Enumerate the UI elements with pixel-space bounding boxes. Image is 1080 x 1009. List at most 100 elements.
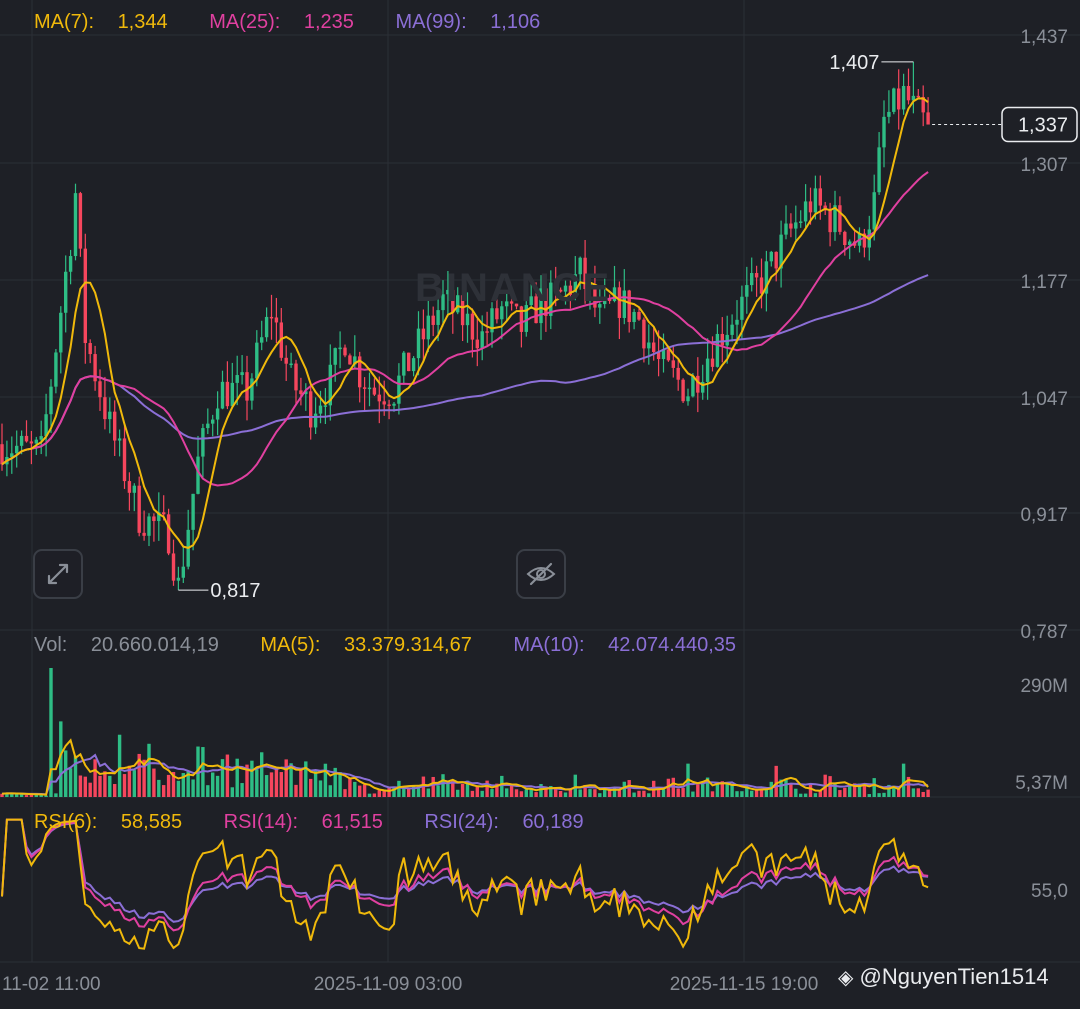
- volume-bar: [872, 778, 876, 797]
- volume-bar: [186, 771, 190, 797]
- candle-body: [215, 408, 220, 420]
- volume-bar: [206, 785, 210, 797]
- price-tick-label: 1,177: [1020, 272, 1068, 293]
- candle-body: [274, 317, 279, 323]
- candle-body: [612, 287, 617, 302]
- volume-bar: [838, 790, 842, 797]
- candle-body: [201, 428, 205, 457]
- time-axis-label: 11-02 11:00: [2, 974, 101, 995]
- volume-bar: [24, 795, 29, 797]
- candle-body: [426, 315, 430, 340]
- volume-bar: [127, 765, 132, 797]
- volume-bar: [603, 788, 607, 797]
- candle-body: [578, 257, 582, 275]
- volume-bar: [176, 780, 181, 797]
- volume-bar: [485, 780, 489, 797]
- volume-bar: [475, 786, 479, 797]
- volume-bar: [10, 793, 14, 797]
- volume-bar: [269, 772, 274, 797]
- candle-body: [642, 319, 646, 349]
- candle-body: [196, 456, 200, 494]
- candle-body: [397, 375, 401, 404]
- candle-body: [843, 231, 847, 245]
- candle-body: [402, 352, 406, 376]
- volume-bar: [441, 774, 445, 797]
- candle-body: [803, 201, 808, 222]
- candle-body: [255, 342, 259, 379]
- candle-body: [794, 222, 798, 229]
- volume-bar: [5, 793, 9, 797]
- volume-bar: [656, 789, 661, 797]
- expand-button[interactable]: [33, 549, 83, 599]
- candle-body: [603, 297, 607, 305]
- volume-bar: [348, 778, 352, 797]
- volume-bar: [544, 789, 548, 797]
- candle-body: [176, 577, 181, 581]
- candle-body: [78, 193, 83, 249]
- volume-bar: [505, 788, 509, 797]
- volume-bar: [554, 789, 558, 797]
- candle-body: [323, 405, 328, 407]
- candle-body: [108, 411, 112, 420]
- volume-bar: [152, 768, 156, 797]
- candle-body: [83, 248, 87, 344]
- volume-bar: [377, 790, 381, 797]
- volume-bar: [632, 792, 636, 797]
- candle-body: [353, 356, 357, 365]
- candle-body: [15, 445, 19, 454]
- rsi-tick-label: 55,0: [1031, 881, 1068, 902]
- candle-body: [710, 358, 715, 367]
- hide-indicators-button[interactable]: [516, 549, 566, 599]
- volume-bar: [529, 789, 533, 797]
- volume-bar: [696, 784, 700, 797]
- volume-bar: [710, 791, 715, 797]
- volume-bar: [789, 783, 793, 797]
- legend-ma7: MA(7): 1,344: [34, 11, 168, 33]
- binance-logo-icon: ◈: [838, 967, 854, 989]
- candle-body: [696, 375, 700, 393]
- candle-body: [338, 347, 342, 350]
- volume-bar: [245, 764, 249, 797]
- volume-bar: [446, 782, 450, 797]
- candle-body: [799, 221, 803, 223]
- candle-body: [387, 404, 391, 406]
- candle-body: [206, 423, 210, 429]
- volume-bar: [343, 789, 347, 797]
- candle-body: [372, 387, 377, 395]
- candle-body: [416, 328, 421, 359]
- volume-bar: [598, 793, 602, 797]
- candle-body: [230, 382, 234, 407]
- candle-body: [627, 290, 631, 323]
- volume-bar: [867, 794, 871, 797]
- volume-bar: [730, 785, 734, 797]
- candle-body: [98, 381, 102, 398]
- rsi14-line: [1, 818, 929, 932]
- candle-body: [64, 271, 68, 313]
- volume-bar: [78, 775, 83, 797]
- candle-body: [769, 251, 773, 262]
- candle-body: [29, 441, 34, 444]
- volume-bar: [358, 785, 362, 797]
- volume-bar: [799, 793, 803, 797]
- candle-body: [39, 436, 43, 440]
- candle-body: [656, 351, 661, 360]
- volume-bar: [215, 775, 220, 797]
- volume-bar: [495, 783, 499, 797]
- volume-bar: [137, 753, 141, 797]
- candle-body: [309, 391, 313, 428]
- volume-bar: [808, 783, 813, 797]
- binance-watermark: BINANCE: [415, 266, 612, 310]
- volume-bar: [289, 763, 293, 797]
- volume-bar: [490, 789, 494, 797]
- volume-bar: [426, 788, 430, 797]
- candle-body: [152, 516, 156, 522]
- volume-bar: [367, 793, 372, 797]
- volume-bar: [666, 778, 671, 797]
- candle-body: [901, 85, 906, 110]
- candle-body: [588, 284, 592, 290]
- volume-bar: [108, 775, 112, 797]
- candle-body: [181, 566, 185, 578]
- price-ma-legend: MA(7): 1,344 MA(25): 1,235 MA(99): 1,106: [34, 11, 576, 34]
